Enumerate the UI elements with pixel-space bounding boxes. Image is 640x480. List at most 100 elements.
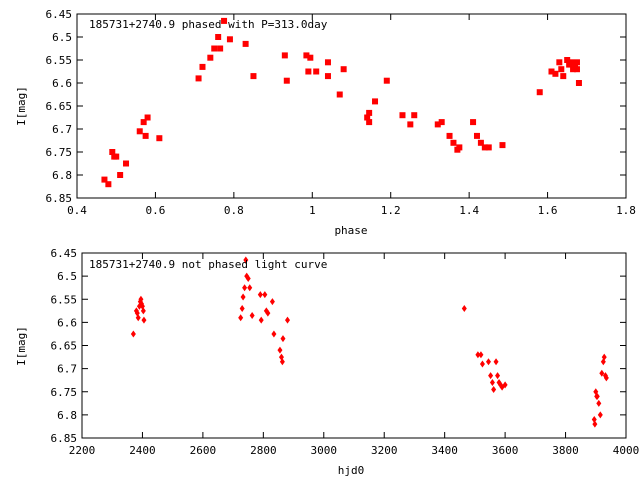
data-point bbox=[140, 119, 147, 126]
data-point bbox=[280, 335, 286, 343]
data-point bbox=[238, 314, 244, 322]
data-point bbox=[262, 291, 268, 299]
x-tick-label: 1.2 bbox=[381, 204, 401, 217]
data-point bbox=[399, 112, 406, 119]
x-axis-ticks: 2200 2400 2600 2800 3000 3200 3400 3600 3800 4000 bbox=[69, 253, 639, 457]
x-axis-label: hjd0 bbox=[338, 464, 365, 477]
y-axis-label: I[mag] bbox=[15, 86, 28, 126]
data-point bbox=[130, 330, 136, 338]
data-point bbox=[481, 144, 488, 151]
y-tick-label: 6.45 bbox=[46, 8, 73, 21]
x-tick-label: 0.4 bbox=[67, 204, 87, 217]
y-tick-label: 6.6 bbox=[57, 316, 77, 329]
data-point bbox=[324, 73, 331, 80]
data-points bbox=[130, 256, 609, 428]
data-point bbox=[265, 309, 271, 317]
y-tick-label: 6.65 bbox=[51, 340, 78, 353]
data-point bbox=[283, 77, 290, 84]
data-point bbox=[285, 316, 291, 324]
x-axis-label: phase bbox=[334, 224, 367, 237]
y-tick-label: 6.8 bbox=[57, 409, 77, 422]
data-point bbox=[366, 109, 373, 116]
data-point bbox=[438, 119, 445, 126]
data-point bbox=[243, 256, 249, 264]
y-tick-label: 6.6 bbox=[52, 77, 72, 90]
x-tick-label: 3000 bbox=[311, 444, 338, 457]
data-point bbox=[138, 295, 144, 303]
data-point bbox=[488, 372, 494, 380]
y-tick-label: 6.85 bbox=[51, 432, 78, 445]
data-point bbox=[560, 73, 567, 80]
data-point bbox=[340, 66, 347, 73]
data-point bbox=[594, 392, 600, 400]
unphased-light-curve-plot: 6.45 6.5 6.55 6.6 6.65 6.7 6.75 6.8 6.85 2200 240… bbox=[15, 247, 639, 477]
data-point bbox=[279, 358, 285, 366]
data-point bbox=[324, 59, 331, 66]
data-point bbox=[135, 314, 141, 322]
y-tick-label: 6.5 bbox=[52, 31, 72, 44]
data-point bbox=[313, 68, 320, 75]
y-tick-label: 6.85 bbox=[46, 192, 73, 205]
x-tick-label: 3600 bbox=[492, 444, 519, 457]
phased-light-curve-plot: 6.456.56.556.66.656.76.756.86.85 0.4 0.6 0… bbox=[15, 8, 636, 237]
y-tick-label: 6.7 bbox=[57, 363, 77, 376]
data-point bbox=[303, 52, 310, 59]
data-point bbox=[411, 112, 418, 119]
data-point bbox=[271, 330, 277, 338]
y-axis-ticks: 6.45 6.5 6.55 6.6 6.65 6.7 6.75 6.8 6.85 bbox=[46, 8, 626, 205]
data-point bbox=[141, 316, 147, 324]
y-tick-label: 6.65 bbox=[46, 100, 73, 113]
data-point bbox=[247, 284, 253, 292]
data-point bbox=[372, 98, 379, 105]
data-point bbox=[446, 132, 453, 139]
x-tick-label: 2400 bbox=[129, 444, 156, 457]
y-tick-label: 6.75 bbox=[51, 386, 78, 399]
y-tick-label: 6.8 bbox=[52, 169, 72, 182]
data-point bbox=[573, 59, 580, 66]
data-point bbox=[558, 66, 565, 73]
data-point bbox=[502, 381, 508, 389]
data-point bbox=[493, 358, 499, 366]
x-tick-label: 2200 bbox=[69, 444, 96, 457]
data-point bbox=[470, 119, 477, 126]
data-point bbox=[597, 411, 603, 419]
data-point bbox=[211, 45, 218, 52]
data-point bbox=[226, 36, 233, 43]
data-point bbox=[101, 176, 108, 183]
data-point bbox=[217, 45, 224, 52]
data-point bbox=[242, 284, 248, 292]
data-point bbox=[592, 420, 598, 428]
data-point bbox=[281, 52, 288, 59]
x-tick-label: 2800 bbox=[250, 444, 277, 457]
x-tick-label: 2600 bbox=[190, 444, 217, 457]
data-point bbox=[136, 128, 143, 135]
data-point bbox=[257, 291, 263, 299]
data-point bbox=[548, 68, 555, 75]
data-point bbox=[105, 181, 112, 188]
data-point bbox=[573, 66, 580, 73]
data-point bbox=[475, 351, 481, 359]
chart-title: 185731+2740.9 not phased light curve bbox=[89, 258, 327, 271]
data-point bbox=[307, 54, 314, 61]
data-point bbox=[536, 89, 543, 96]
y-tick-label: 6.55 bbox=[46, 54, 73, 67]
x-tick-label: 0.8 bbox=[224, 204, 244, 217]
data-point bbox=[603, 374, 609, 382]
data-point bbox=[495, 372, 501, 380]
data-point bbox=[591, 416, 597, 423]
data-point bbox=[245, 274, 251, 282]
data-point bbox=[207, 54, 214, 61]
data-point bbox=[156, 135, 163, 142]
data-point bbox=[336, 91, 343, 98]
data-point bbox=[564, 57, 571, 63]
data-point bbox=[601, 353, 607, 361]
x-tick-label: 1 bbox=[309, 204, 316, 217]
data-point bbox=[117, 172, 124, 178]
data-point bbox=[123, 160, 130, 167]
data-point bbox=[477, 139, 484, 146]
y-tick-label: 6.55 bbox=[51, 293, 78, 306]
data-point bbox=[113, 153, 120, 160]
plot-frame bbox=[81, 252, 627, 439]
data-point bbox=[491, 385, 497, 393]
data-point bbox=[305, 68, 312, 75]
